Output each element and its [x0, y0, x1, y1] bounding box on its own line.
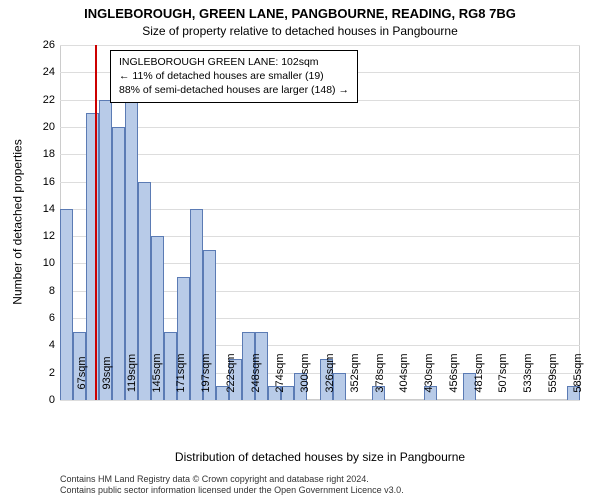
chart-title-sub: Size of property relative to detached ho…	[0, 24, 600, 38]
legend-line-1: INGLEBOROUGH GREEN LANE: 102sqm	[119, 55, 349, 69]
y-tick: 0	[15, 394, 55, 406]
x-tick: 171sqm	[175, 343, 187, 403]
x-tick: 507sqm	[497, 343, 509, 403]
y-tick: 2	[15, 367, 55, 379]
legend-box: INGLEBOROUGH GREEN LANE: 102sqm ← 11% of…	[110, 50, 358, 103]
x-tick: 274sqm	[274, 343, 286, 403]
x-axis-label: Distribution of detached houses by size …	[60, 450, 580, 464]
gridline	[60, 154, 580, 155]
x-tick: 404sqm	[398, 343, 410, 403]
histogram-bar	[138, 182, 151, 400]
y-tick: 10	[15, 257, 55, 269]
x-tick: 300sqm	[299, 343, 311, 403]
marker-line	[95, 45, 97, 400]
y-tick: 6	[15, 312, 55, 324]
y-tick: 12	[15, 230, 55, 242]
x-tick: 197sqm	[200, 343, 212, 403]
x-tick: 326sqm	[324, 343, 336, 403]
y-tick: 26	[15, 39, 55, 51]
y-tick: 24	[15, 66, 55, 78]
histogram-bar	[112, 127, 125, 400]
x-tick: 119sqm	[126, 343, 138, 403]
y-tick: 18	[15, 148, 55, 160]
x-tick: 378sqm	[374, 343, 386, 403]
x-tick: 456sqm	[448, 343, 460, 403]
y-tick: 8	[15, 285, 55, 297]
x-tick: 352sqm	[349, 343, 361, 403]
gridline	[60, 127, 580, 128]
x-tick: 67sqm	[76, 343, 88, 403]
x-tick: 145sqm	[151, 343, 163, 403]
x-tick: 585sqm	[572, 343, 584, 403]
histogram-bar	[60, 209, 73, 400]
x-tick: 430sqm	[423, 343, 435, 403]
chart-title-main: INGLEBOROUGH, GREEN LANE, PANGBOURNE, RE…	[0, 6, 600, 21]
gridline	[60, 45, 580, 46]
footer-line-1: Contains HM Land Registry data © Crown c…	[60, 474, 404, 485]
legend-line-3: 88% of semi-detached houses are larger (…	[119, 83, 349, 97]
footer-line-2: Contains public sector information licen…	[60, 485, 404, 496]
x-tick: 533sqm	[522, 343, 534, 403]
chart-container: INGLEBOROUGH, GREEN LANE, PANGBOURNE, RE…	[0, 0, 600, 500]
legend-line-2: ← 11% of detached houses are smaller (19…	[119, 69, 349, 83]
x-tick: 559sqm	[547, 343, 559, 403]
x-tick: 481sqm	[473, 343, 485, 403]
y-tick: 14	[15, 203, 55, 215]
y-tick: 4	[15, 339, 55, 351]
footer-attribution: Contains HM Land Registry data © Crown c…	[60, 474, 404, 496]
y-tick: 16	[15, 176, 55, 188]
x-tick: 222sqm	[225, 343, 237, 403]
x-tick: 93sqm	[101, 343, 113, 403]
y-tick: 20	[15, 121, 55, 133]
y-tick: 22	[15, 94, 55, 106]
x-tick: 248sqm	[250, 343, 262, 403]
